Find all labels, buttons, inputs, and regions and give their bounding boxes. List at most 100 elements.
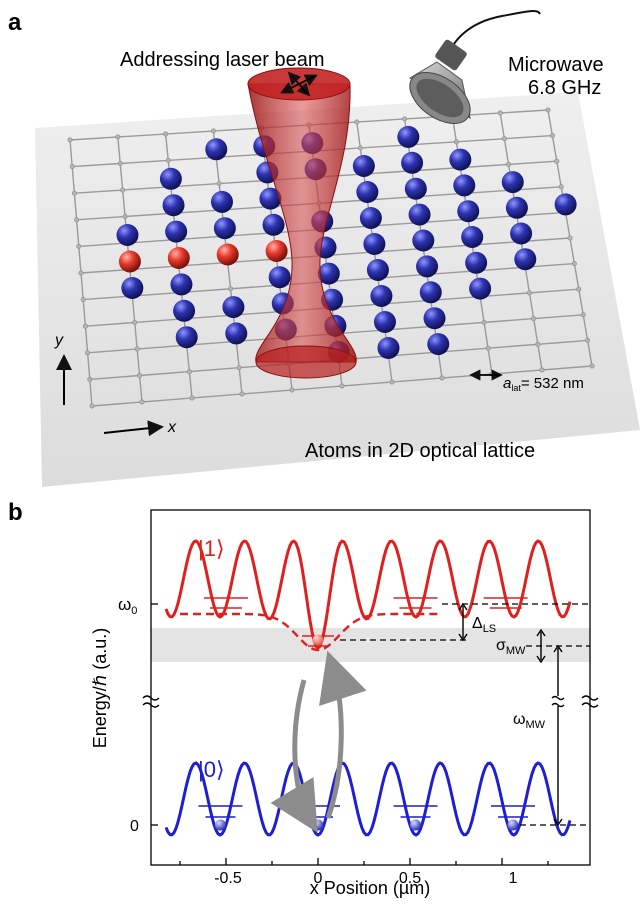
atom [404, 177, 427, 200]
microwave-band [151, 628, 590, 662]
bracket-arrows [458, 602, 563, 827]
lower-potential-curve [164, 761, 572, 837]
panel-label-a: a [8, 9, 22, 36]
atom-addressed [216, 243, 239, 266]
microwave-horn-icon [409, 9, 541, 124]
microwave-label: Microwave [508, 54, 604, 76]
light-shift-dashed-curve [180, 612, 440, 652]
grid-node [539, 367, 545, 373]
grid-node [67, 137, 73, 143]
atom [205, 138, 228, 161]
grid-node [497, 110, 503, 116]
state-0-label: |0⟩ [198, 757, 225, 782]
atom [162, 194, 185, 217]
atom [262, 213, 285, 236]
grid-node [165, 157, 171, 163]
grid-node [289, 387, 295, 393]
atom [121, 277, 144, 299]
x-axis-title: x Position (µm) [310, 878, 430, 898]
grid-node [481, 319, 487, 325]
light-shift-label: ΔLS [472, 615, 496, 635]
grid-node [132, 319, 138, 325]
grid-node [501, 136, 507, 142]
grid-node [357, 145, 363, 151]
grid-node [485, 345, 491, 351]
grid-node [71, 190, 77, 196]
x-tick-label: 1 [509, 870, 518, 887]
x-tick-label: -0.5 [214, 870, 242, 887]
grid-node [139, 399, 145, 405]
grid-node [545, 107, 551, 113]
grid-node [69, 164, 75, 170]
grid-node [453, 139, 459, 145]
axis-x-label: x [167, 419, 177, 436]
grid-node [554, 158, 560, 164]
atom [165, 220, 188, 243]
atom [397, 125, 420, 148]
grid-node [82, 323, 88, 329]
atom [412, 229, 435, 252]
grid-node [89, 403, 95, 409]
grid-node [535, 341, 541, 347]
atom [408, 203, 431, 226]
atom [401, 151, 424, 174]
grid-node [163, 131, 169, 137]
grid-node [571, 261, 577, 267]
grid-node [339, 383, 345, 389]
atom-ground [214, 819, 226, 831]
atom [356, 181, 379, 203]
grid-node [134, 346, 140, 352]
atom [419, 281, 442, 304]
grid-node [576, 286, 582, 292]
y-tick-zero: 0 [130, 818, 139, 835]
grid-node [80, 297, 86, 303]
atom [465, 251, 488, 274]
panel-label-b: b [8, 500, 23, 526]
panel-b: b [0, 499, 640, 899]
atom-addressed [265, 240, 288, 262]
transition-arrows [270, 650, 367, 833]
atom [554, 193, 577, 216]
atom [317, 262, 340, 285]
atom [469, 277, 492, 300]
grid-node [402, 116, 408, 122]
atom [222, 296, 245, 319]
atom-addressed [167, 247, 190, 269]
lattice-label: Atoms in 2D optical lattice [305, 440, 535, 462]
grid-node [137, 372, 143, 378]
atom [370, 285, 393, 307]
atom [453, 174, 476, 197]
atom [352, 155, 375, 177]
atom [461, 226, 484, 248]
plot-frame [150, 509, 591, 866]
atom [427, 333, 450, 356]
atom [423, 307, 446, 330]
atom [505, 196, 528, 219]
atom-excited [312, 634, 324, 646]
axis-break-marks [142, 695, 599, 708]
grid-node [210, 128, 216, 134]
mw-linewidth-label: σMW [496, 637, 526, 657]
grid-node [117, 161, 123, 167]
grid-node [87, 376, 93, 382]
grid-node [216, 181, 222, 187]
atom [457, 200, 480, 223]
atom [416, 255, 439, 278]
atom [213, 217, 236, 240]
y-tick-marks [151, 603, 158, 826]
atom [373, 311, 396, 333]
grid-node [239, 391, 245, 397]
atom-addressed [118, 250, 141, 273]
grid-node [439, 375, 445, 381]
grid-node [549, 133, 555, 139]
atom-ground [507, 819, 519, 831]
x-tick-label: 0 [314, 870, 323, 887]
atom-ground [410, 819, 422, 831]
x-tick-label: 0.5 [399, 870, 421, 887]
atom [363, 233, 386, 255]
trapped-atoms [214, 634, 519, 831]
grid-node [354, 119, 360, 125]
grid-node [122, 214, 128, 220]
grid-node [115, 134, 121, 140]
grid-node [526, 290, 532, 296]
